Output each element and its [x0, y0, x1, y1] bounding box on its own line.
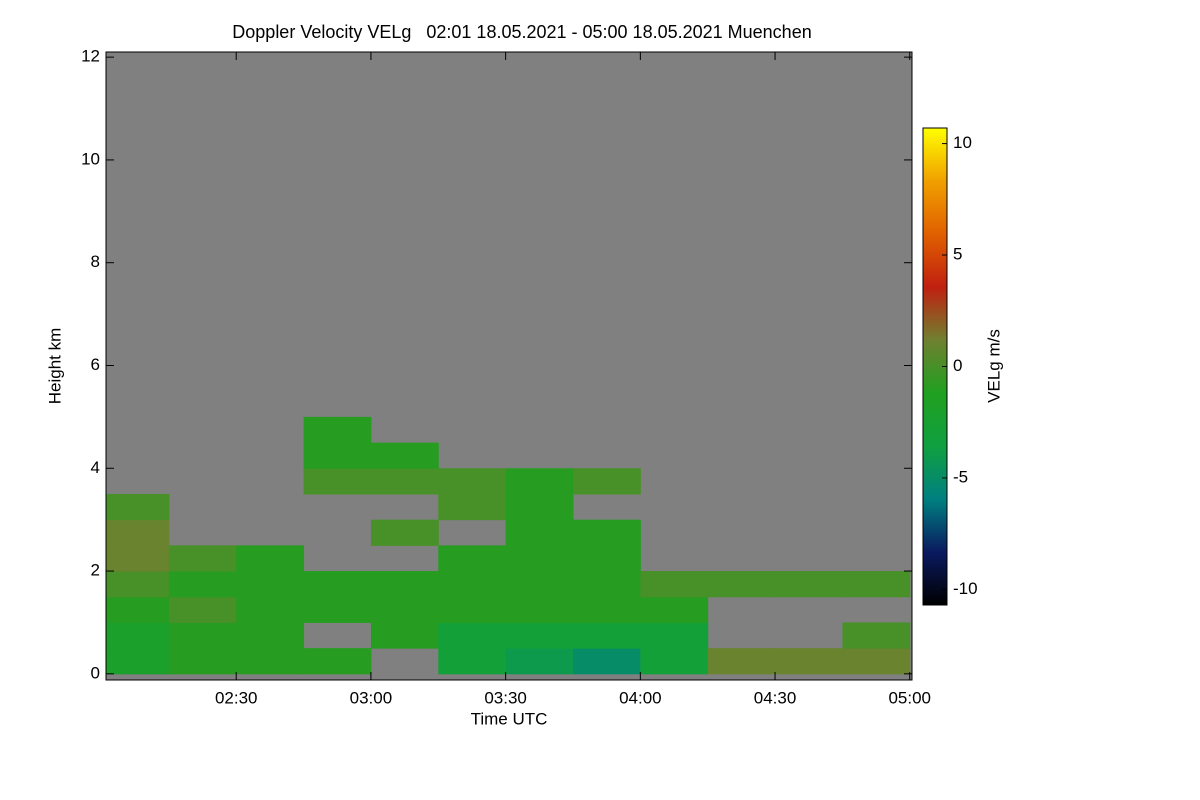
heat-cell [370, 468, 439, 495]
heat-cell [370, 622, 439, 649]
heat-cell [572, 468, 641, 495]
heat-cell [106, 545, 170, 572]
heat-cell [505, 571, 574, 598]
heat-cell [505, 545, 574, 572]
heat-cell [168, 648, 237, 675]
y-axis-label: Height km [45, 328, 64, 405]
heat-cell [438, 493, 507, 521]
heat-cell [370, 596, 439, 623]
heat-cell [842, 622, 911, 649]
heat-cell [640, 571, 709, 598]
heat-cell [303, 442, 372, 469]
heat-cell [168, 596, 237, 623]
colorbar-tick-label: 0 [953, 356, 962, 375]
colorbar-tick-label: -10 [953, 579, 978, 598]
heat-cell [370, 571, 439, 598]
heat-cell [572, 596, 641, 623]
colorbar-tick-label: 5 [953, 245, 962, 264]
y-tick-label: 12 [81, 47, 100, 66]
y-tick-label: 8 [91, 252, 100, 271]
heat-cell [572, 648, 641, 675]
heat-cell [505, 468, 574, 495]
x-tick-label: 03:00 [350, 688, 393, 707]
y-tick-label: 4 [91, 458, 100, 477]
heat-cell [438, 545, 507, 572]
heat-cell [572, 545, 641, 572]
heat-cell [707, 571, 776, 598]
colorbar-tick-label: -5 [953, 467, 968, 486]
heat-cell [640, 622, 709, 649]
heat-cell [303, 571, 372, 598]
heat-cell [236, 571, 305, 598]
chart-title: Doppler Velocity VELg 02:01 18.05.2021 -… [232, 22, 811, 42]
heat-cell [106, 648, 170, 675]
x-tick-label: 03:30 [484, 688, 527, 707]
heat-cell [572, 519, 641, 546]
y-tick-label: 10 [81, 149, 100, 168]
heat-cell [168, 571, 237, 598]
colorbar-tick-label: 10 [953, 133, 972, 152]
heat-cell [775, 571, 843, 598]
y-tick-label: 0 [91, 663, 100, 682]
heat-cell [236, 648, 305, 675]
colorbar-label: VELg m/s [984, 329, 1003, 403]
x-axis-label: Time UTC [471, 709, 548, 728]
heat-cell [106, 519, 170, 546]
heat-cell [106, 622, 170, 649]
heat-cell [505, 622, 574, 649]
heat-cell [236, 622, 305, 649]
heat-cell [236, 596, 305, 623]
heat-cell [505, 493, 574, 521]
heat-cell [168, 622, 237, 649]
heat-cell [707, 648, 776, 675]
heat-cell [438, 468, 507, 495]
heat-cell [842, 571, 911, 598]
y-tick-label: 6 [91, 355, 100, 374]
heat-cell [303, 416, 372, 444]
heat-cell [438, 596, 507, 623]
heat-cell [168, 545, 237, 572]
heat-cell [438, 622, 507, 649]
heat-cell [236, 545, 305, 572]
x-tick-label: 04:30 [754, 688, 797, 707]
heat-cell [572, 622, 641, 649]
heat-cell [572, 571, 641, 598]
heat-cell [106, 571, 170, 598]
heat-cell [106, 596, 170, 623]
heat-cell [370, 519, 439, 546]
heat-cell [505, 596, 574, 623]
heat-cell [775, 648, 843, 675]
heat-cell [370, 442, 439, 469]
x-tick-label: 04:00 [619, 688, 662, 707]
heat-cell [505, 519, 574, 546]
y-tick-label: 2 [91, 561, 100, 580]
heat-cell [438, 648, 507, 675]
plot-frame [105, 51, 913, 681]
x-tick-label: 05:00 [888, 688, 931, 707]
heat-cell [505, 648, 574, 675]
heat-cell [842, 648, 911, 675]
x-tick-label: 02:30 [215, 688, 258, 707]
heat-cell [106, 493, 170, 521]
heat-cell [438, 571, 507, 598]
heat-cell [303, 468, 372, 495]
heat-cell [303, 596, 372, 623]
heat-cell [640, 648, 709, 675]
heat-cell [640, 596, 709, 623]
heat-cell [303, 648, 372, 675]
